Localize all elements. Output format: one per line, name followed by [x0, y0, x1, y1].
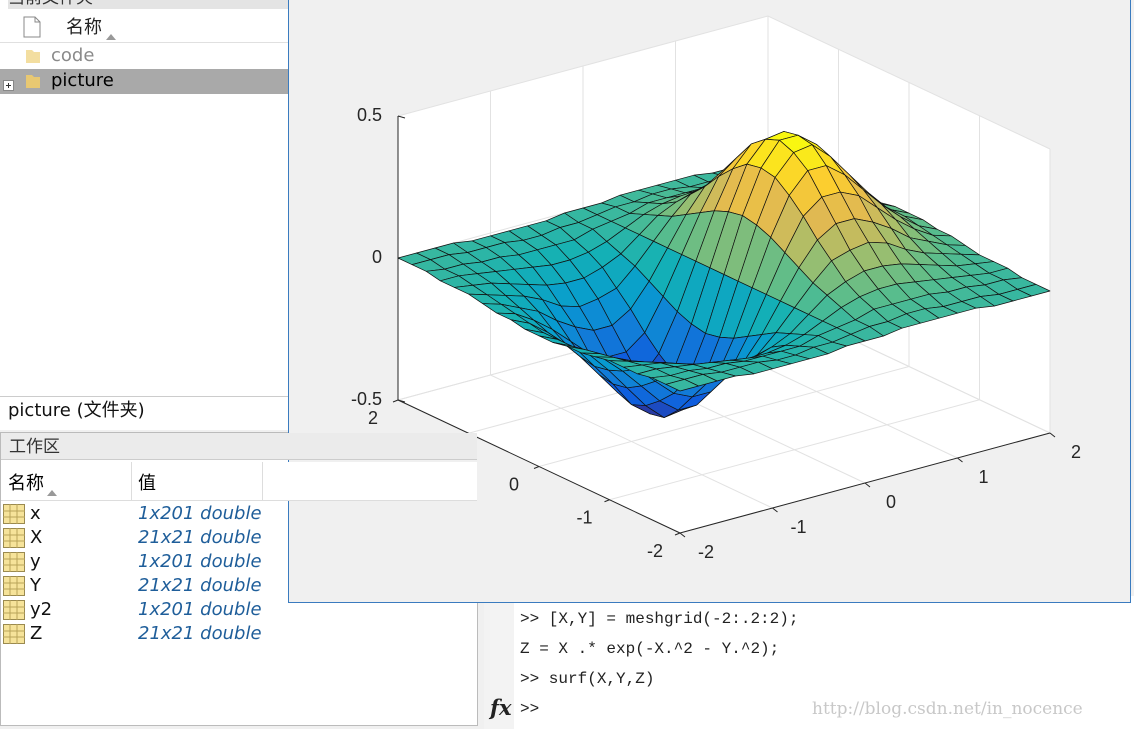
prompt: >>	[520, 700, 540, 718]
variable-value[interactable]: 1x201 double	[138, 503, 262, 524]
command-line: Z = X .* exp(-X.^2 - Y.^2);	[520, 640, 780, 658]
x-tick-label: 0	[886, 492, 896, 512]
variable-icon	[3, 528, 25, 548]
variable-value[interactable]: 21x21 double	[138, 527, 262, 548]
column-header-bar	[0, 12, 288, 43]
ws-col-sep	[131, 462, 132, 501]
variable-value[interactable]: 1x201 double	[138, 599, 262, 620]
folder-icon	[24, 72, 42, 90]
variable-icon	[3, 576, 25, 596]
variable-name[interactable]: y2	[30, 599, 53, 620]
grid-line	[538, 366, 910, 467]
x-tick	[772, 507, 778, 513]
x-tick-label: 1	[978, 467, 988, 487]
panel-title: 当前文件夹	[8, 0, 288, 9]
variable-value[interactable]: 1x201 double	[138, 551, 262, 572]
ws-column-header: 值	[138, 473, 156, 494]
variable-value[interactable]: 21x21 double	[138, 623, 262, 644]
variable-icon	[3, 504, 25, 524]
y-tick	[533, 466, 540, 469]
y-tick	[392, 399, 399, 403]
sort-arrow	[106, 25, 116, 40]
variable-icon	[3, 600, 25, 620]
expander	[3, 76, 14, 91]
z-tick	[397, 115, 406, 119]
z-tick-label: 0	[372, 247, 382, 267]
x-tick	[864, 482, 871, 488]
variable-name[interactable]: x	[30, 503, 41, 524]
x-tick-label: -2	[698, 542, 714, 562]
grid-line	[397, 15, 1051, 150]
ws-header-bar	[1, 462, 477, 501]
x-tick	[957, 457, 963, 463]
folder-item[interactable]: picture	[51, 70, 114, 91]
z-tick-label: -0.5	[351, 389, 382, 409]
x-tick	[679, 532, 686, 538]
command-gutter	[484, 596, 514, 729]
ws-col-sep	[262, 462, 263, 501]
fx-icon[interactable]: fx	[490, 695, 512, 720]
status-text: picture (文件夹)	[8, 400, 145, 421]
variable-name[interactable]: Y	[30, 575, 41, 596]
variable-name[interactable]: X	[30, 527, 43, 548]
x-tick-label: 2	[1071, 442, 1081, 462]
command-window	[484, 596, 1134, 729]
file-icon	[22, 16, 42, 38]
variable-icon	[3, 624, 25, 644]
x-tick	[1049, 432, 1056, 438]
z-tick-label: 0.5	[357, 105, 382, 125]
z-tick	[397, 399, 406, 403]
folder-item[interactable]: code	[51, 45, 95, 66]
x-tick-label: -1	[790, 517, 806, 537]
y-tick	[674, 532, 681, 536]
watermark: http://blog.csdn.net/in_nocence	[812, 699, 1083, 719]
y-tick-label: 0	[509, 474, 519, 494]
status-bar	[0, 396, 288, 427]
column-header: 名称	[66, 17, 102, 38]
y-tick-label: -2	[647, 541, 663, 561]
ws-column-header: 名称	[8, 473, 44, 494]
y-tick-label: 2	[368, 408, 378, 428]
y-tick	[604, 499, 610, 503]
command-line: >> [X,Y] = meshgrid(-2:.2:2);	[520, 610, 799, 628]
variable-name[interactable]: y	[30, 551, 41, 572]
grid-line	[609, 399, 980, 501]
y-tick-label: -1	[576, 508, 592, 528]
selected-row	[0, 69, 288, 94]
variable-value[interactable]: 21x21 double	[138, 575, 262, 596]
folder-icon	[24, 47, 42, 65]
command-line: >> surf(X,Y,Z)	[520, 670, 655, 688]
surface-face	[665, 379, 699, 392]
sort-arrow	[47, 481, 57, 496]
workspace-title-bar	[1, 433, 477, 460]
variable-icon	[3, 552, 25, 572]
variable-name[interactable]: Z	[30, 623, 43, 644]
workspace-title: 工作区	[9, 437, 60, 457]
